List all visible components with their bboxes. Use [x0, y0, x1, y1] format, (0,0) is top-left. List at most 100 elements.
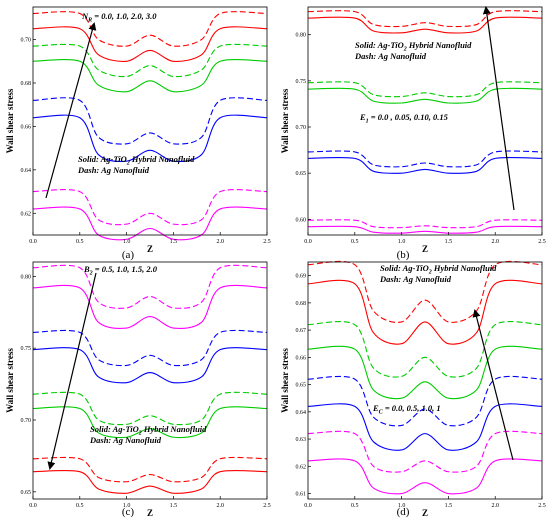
legend-solid-note-subscript: 2 [126, 161, 130, 167]
y-tick-label: 0.70 [21, 38, 32, 44]
legend-solid-note: Solid: Ag-TiO2 Hybrid Nanofluid [90, 424, 207, 437]
y-tick-label: 0.65 [296, 171, 307, 177]
legend-solid-note-rest: Hybrid Nanofluid [130, 154, 195, 164]
trend-arrow [482, 6, 515, 211]
panel-label: (a) [122, 249, 135, 261]
series-line-3 [32, 97, 268, 145]
y-tick-label: 0.75 [21, 346, 32, 352]
x-tick-label: 1.0 [398, 239, 406, 245]
x-axis-label: Z [147, 244, 153, 254]
y-tick-label: 0.65 [21, 490, 32, 496]
series-line-2 [32, 114, 268, 162]
x-tick-label: 1.5 [170, 239, 178, 245]
plot-frame [32, 6, 268, 236]
parameter-annotation-subscript: 2 [89, 271, 93, 277]
y-tick-label: 0.80 [296, 33, 307, 39]
trend-arrow [47, 272, 97, 470]
x-tick-label: 2.5 [263, 239, 271, 245]
x-tick-label: 0.5 [76, 239, 84, 245]
legend-solid-note-subscript: 2 [403, 47, 407, 53]
series-line-4 [307, 87, 543, 104]
series-line-0 [307, 458, 543, 495]
x-tick-label: 2.0 [491, 503, 499, 509]
legend-solid-note-text: Solid: Ag-TiO [380, 263, 429, 273]
y-tick-label: 0.69 [296, 274, 307, 280]
x-tick-label: 0.0 [304, 239, 312, 245]
series-line-7 [32, 264, 268, 309]
legend-solid-note-text: Solid: Ag-TiO [78, 154, 127, 164]
plot-frame [307, 6, 543, 236]
legend-solid-note-rest: Hybrid Nanofluid [142, 424, 207, 434]
legend-solid-note-rest: Hybrid Nanofluid [432, 263, 497, 273]
series-line-0 [32, 206, 268, 241]
legend-solid-note: Solid: Ag-TiO2 Hybrid Nanofluid [78, 154, 195, 167]
legend-dash-note: Dash: Ag Nanofluid [77, 165, 150, 175]
series-line-7 [307, 260, 543, 323]
trend-arrow [472, 309, 514, 461]
x-tick-label: 0.0 [304, 503, 312, 509]
legend-solid-note-subscript: 2 [428, 270, 432, 276]
x-axis-label: Z [422, 508, 428, 518]
legend-solid-note-text: Solid: Ag-TiO [355, 40, 404, 50]
legend-dash-note: Dash: Ag Nanofluid [89, 435, 162, 445]
legend-solid-note-subscript: 2 [138, 431, 142, 437]
y-tick-label: 0.75 [296, 79, 307, 85]
chart-panel-c: 0.0 0.5 1.0 1.5 2.0 2.5 0.65 0.70 0.75 0.80 Z Wall … [5, 261, 271, 518]
y-tick-label: 0.66 [296, 355, 307, 361]
y-axis-label: Wall shear stress [5, 348, 15, 413]
series-line-4 [32, 59, 268, 93]
series-line-1 [32, 189, 268, 226]
parameter-annotation: E1 = 0.0 , 0.05, 0.10, 0.15 [359, 112, 449, 125]
y-tick-label: 0.60 [296, 217, 307, 223]
x-tick-label: 1.5 [445, 239, 453, 245]
parameter-annotation: EC = 0.0, 0.5, 1.0, 1 [372, 403, 441, 416]
y-tick-label: 0.70 [21, 418, 32, 424]
parameter-annotation-rest: = 0.0, 0.5, 1.0, 1 [383, 403, 441, 413]
series-line-0 [32, 469, 268, 494]
series-line-1 [307, 219, 543, 229]
series-line-2 [307, 156, 543, 174]
parameter-annotation-subscript: C [379, 410, 384, 416]
x-tick-label: 2.0 [491, 239, 499, 245]
x-tick-label: 1.5 [170, 503, 178, 509]
y-axis-label: Wall shear stress [280, 88, 290, 153]
x-tick-label: 1.5 [445, 503, 453, 509]
series-line-4 [32, 347, 268, 384]
y-tick-label: 0.65 [296, 383, 307, 389]
x-tick-label: 1.0 [123, 503, 131, 509]
parameter-annotation-rest: = 0.0 , 0.05, 0.10, 0.15 [369, 112, 449, 122]
series-line-6 [32, 26, 268, 62]
parameter-annotation: NR = 0.0, 1.0, 2.0, 3.0 [81, 11, 157, 24]
x-tick-label: 2.0 [216, 239, 224, 245]
x-tick-label: 2.5 [538, 503, 546, 509]
x-tick-label: 1.0 [398, 503, 406, 509]
parameter-annotation: B2 = 0.5, 1.0, 1.5, 2.0 [83, 264, 158, 277]
series-group [307, 260, 543, 495]
parameter-annotation-rest: = 0.0, 1.0, 2.0, 3.0 [92, 11, 157, 21]
series-line-2 [32, 406, 268, 439]
y-tick-label: 0.62 [296, 464, 307, 470]
legend-solid-note-text: Solid: Ag-TiO [90, 424, 139, 434]
y-axis-label: Wall shear stress [280, 348, 290, 413]
parameter-annotation-text: B [83, 264, 90, 274]
chart-panel-a: 0.0 0.5 1.0 1.5 2.0 2.5 0.62 0.64 0.66 0.68 0.70 Z W… [5, 6, 271, 261]
series-group [32, 11, 268, 241]
y-tick-label: 0.68 [296, 301, 307, 307]
chart-panel-b: 0.0 0.5 1.0 1.5 2.0 2.5 0.60 0.65 0.70 0.75 0.80 Z W… [280, 6, 546, 261]
series-line-4 [307, 345, 543, 400]
legend-solid-note: Solid: Ag-TiO2 Hybrid Nanofluid [380, 263, 497, 276]
x-tick-label: 0.5 [351, 239, 359, 245]
panel-label: (c) [122, 506, 135, 518]
y-tick-label: 0.64 [296, 410, 307, 416]
series-line-6 [307, 16, 543, 34]
series-group [32, 264, 268, 494]
series-line-3 [307, 150, 543, 168]
series-line-0 [307, 225, 543, 234]
x-tick-label: 1.0 [123, 239, 131, 245]
y-tick-label: 0.63 [296, 437, 307, 443]
series-line-7 [307, 10, 543, 28]
series-line-3 [32, 391, 268, 426]
series-line-5 [307, 321, 543, 378]
parameter-annotation-subscript: 1 [366, 119, 369, 125]
